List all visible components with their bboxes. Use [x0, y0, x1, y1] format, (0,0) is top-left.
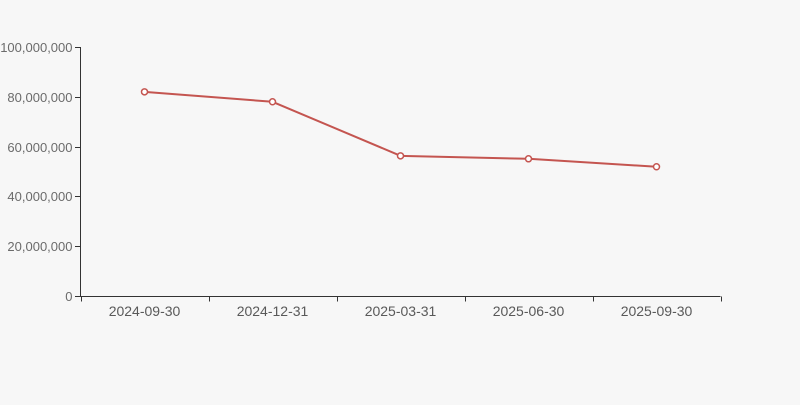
x-axis-tick-label: 2024-12-31 — [237, 303, 309, 319]
data-point-marker — [140, 88, 149, 96]
x-axis-tick-label: 2025-03-31 — [365, 303, 437, 319]
y-axis-tick-label: 100,000,000 — [0, 40, 72, 55]
y-axis-tick-label: 60,000,000 — [7, 140, 72, 155]
y-axis-tick-label: 20,000,000 — [7, 239, 72, 254]
data-point-marker — [524, 155, 533, 163]
y-axis-tick-label: 80,000,000 — [7, 90, 72, 105]
x-axis-tick-label: 2025-06-30 — [493, 303, 565, 319]
data-point-marker — [396, 152, 405, 160]
data-point-marker — [652, 163, 661, 171]
y-axis-tick-label: 0 — [65, 289, 72, 304]
y-axis-tick-label: 40,000,000 — [7, 189, 72, 204]
data-point-marker — [268, 98, 277, 106]
x-axis-tick-label: 2025-09-30 — [621, 303, 693, 319]
x-axis-tick-label: 2024-09-30 — [109, 303, 181, 319]
